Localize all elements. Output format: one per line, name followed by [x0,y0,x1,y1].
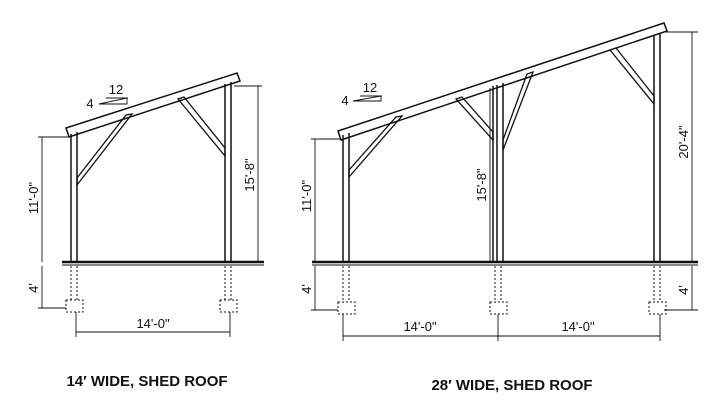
left-frame: 4 12 11'-0" 4' 15'-8" 14'-0" [26,72,264,390]
left-footing-1 [65,299,84,313]
right-footing-1 [337,301,356,315]
left-brace-1 [76,113,134,187]
left-pitch-rise: 4 [86,96,93,111]
left-dim-tall-post-label: 15'-8" [242,158,257,192]
right-dim-tall-post: 20'-4" [663,31,698,262]
right-brace-4 [608,47,655,106]
left-pitch-triangle [98,97,128,105]
left-dim-embed-label: 4' [26,283,41,293]
right-brace-1 [348,115,404,179]
left-tall-post [224,82,232,262]
right-dim-embed-right: 4' [664,266,698,311]
left-pitch-symbol: 4 12 [86,82,128,111]
right-dim-width-left-label: 14'-0" [403,319,437,334]
right-dim-embed-left-label: 4' [299,284,314,294]
right-pitch-run: 12 [363,80,377,95]
right-brace-2 [454,96,494,142]
right-dim-widths: 14'-0" 14'-0" [342,314,661,341]
right-dim-width-right-label: 14'-0" [561,319,595,334]
right-dim-short-post-label: 11'-0" [299,180,314,213]
right-tall-post [653,33,661,262]
right-pitch-triangle [352,95,382,102]
left-dim-width-label: 14'-0" [136,316,170,331]
left-dim-width: 14'-0" [75,312,231,337]
left-rafter [65,72,241,138]
left-footing-2 [219,299,238,313]
right-dim-embed-left: 4' [299,266,338,311]
right-caption: 28′ WIDE, SHED ROOF [431,377,592,394]
right-dim-embed-right-label: 4' [676,285,691,295]
right-dim-mid-post: 15'-8" [474,88,491,262]
left-buried-posts [70,266,232,300]
right-frame: 4 12 11'-0" 4' 15'-8" 20'-4" [299,22,698,394]
right-footing-2 [489,301,508,315]
right-short-post [342,133,350,262]
right-dim-mid-post-label: 15'-8" [474,168,489,202]
left-dim-embed: 4' [26,266,66,309]
right-mid-post [492,83,504,262]
right-pitch-rise: 4 [341,93,348,108]
right-dim-tall-post-label: 20'-4" [676,125,691,159]
right-dim-short-post: 11'-0" [299,138,340,262]
left-brace-2 [176,96,226,158]
right-pitch-symbol: 4 12 [341,80,382,108]
left-dim-short-post-label: 11'-0" [26,182,41,215]
left-dim-short-post: 11'-0" [26,136,68,262]
left-pitch-run: 12 [109,82,123,97]
right-footing-3 [648,301,667,315]
left-short-post [70,132,78,262]
right-rafter [337,22,668,141]
left-dim-tall-post: 15'-8" [234,85,262,262]
right-brace-3 [502,70,535,151]
right-buried-posts [342,266,661,302]
left-caption: 14′ WIDE, SHED ROOF [66,373,227,390]
